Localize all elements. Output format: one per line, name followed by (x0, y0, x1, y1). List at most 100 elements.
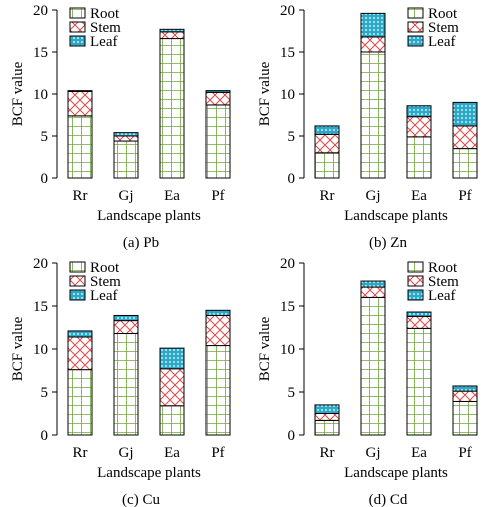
x-tick-label: Rr (73, 188, 88, 204)
bar-segment-stem (159, 31, 185, 40)
bar-segment-root (360, 296, 386, 436)
y-tick-label: 10 (33, 87, 48, 103)
y-tick-label: 10 (280, 342, 295, 358)
legend-swatch-stem (69, 21, 86, 33)
legend-swatch-root (407, 261, 424, 273)
bar-pf (205, 309, 231, 436)
y-tick-label: 20 (280, 3, 295, 19)
legend-swatch-root (407, 7, 424, 19)
bar-ea (159, 28, 185, 179)
bar-segment-stem (113, 320, 139, 335)
x-tick-label: Ea (411, 188, 427, 204)
legend-swatch-leaf (407, 35, 424, 47)
bar-pf (452, 101, 478, 179)
x-axis-title: Landscape plants (97, 465, 201, 481)
legend-label-stem: Stem (90, 20, 121, 36)
bar-segment-stem (205, 91, 231, 106)
bar-segment-leaf (452, 101, 478, 127)
bar-segment-root (113, 140, 139, 179)
bar-segment-root (113, 333, 139, 436)
legend-label-root: Root (90, 6, 120, 22)
bar-segment-root (314, 419, 340, 436)
legend-swatch-stem (69, 275, 86, 287)
bar-segment-root (406, 327, 432, 436)
panel-caption: (c) Cu (122, 492, 160, 507)
bar-pf (205, 90, 231, 179)
bar-segment-leaf (205, 309, 231, 316)
x-tick-label: Pf (458, 445, 471, 461)
bar-rr (314, 125, 340, 179)
y-axis-title: BCF value (10, 316, 26, 381)
legend-swatch-root (69, 261, 86, 273)
bar-segment-root (205, 104, 231, 179)
y-tick-label: 5 (41, 385, 49, 401)
y-tick-label: 5 (41, 129, 49, 145)
bar-segment-stem (314, 413, 340, 421)
bar-segment-stem (314, 133, 340, 154)
bar-rr (67, 90, 93, 179)
y-tick-label: 5 (288, 385, 296, 401)
bar-gj (360, 280, 386, 436)
bar-segment-leaf (452, 385, 478, 392)
bar-rr (67, 330, 93, 436)
x-axis-title: Landscape plants (344, 465, 448, 481)
bar-segment-root (67, 115, 93, 179)
y-tick-label: 5 (288, 129, 296, 145)
legend-label-stem: Stem (90, 274, 121, 290)
bar-segment-leaf (205, 90, 231, 93)
bar-segment-leaf (67, 90, 93, 92)
x-tick-label: Gj (366, 445, 381, 461)
y-axis-title: BCF value (257, 316, 273, 381)
bar-segment-leaf (113, 132, 139, 137)
x-tick-label: Ea (164, 188, 180, 204)
chart-panel-1: 0 5 10 15 20 BCF value Rr Gj Ea Pf Landscape plant… (10, 3, 231, 251)
chart-panel-2: 0 5 10 15 20 BCF value Rr Gj Ea Pf Landscape plant… (257, 3, 478, 251)
y-tick-label: 0 (288, 171, 296, 187)
legend-label-stem: Stem (428, 20, 459, 36)
x-tick-label: Gj (119, 445, 134, 461)
y-tick-label: 10 (280, 87, 295, 103)
y-tick-label: 10 (33, 342, 48, 358)
bar-segment-root (67, 369, 93, 436)
legend-label-leaf: Leaf (90, 288, 117, 304)
bar-segment-leaf (159, 347, 185, 370)
bar-segment-stem (452, 390, 478, 402)
bar-gj (360, 12, 386, 179)
bar-segment-stem (205, 314, 231, 347)
x-tick-label: Ea (164, 445, 180, 461)
bar-segment-stem (159, 368, 185, 407)
bar-segment-leaf (360, 280, 386, 288)
legend-swatch-root (69, 7, 86, 19)
bar-segment-stem (67, 336, 93, 371)
bar-segment-root (360, 51, 386, 179)
x-tick-label: Rr (320, 445, 335, 461)
x-tick-label: Ea (411, 445, 427, 461)
y-tick-label: 15 (33, 299, 48, 315)
x-tick-label: Pf (211, 445, 224, 461)
x-tick-label: Rr (320, 188, 335, 204)
panel-caption: (a) Pb (123, 235, 159, 251)
bar-segment-root (205, 345, 231, 436)
x-tick-label: Gj (119, 188, 134, 204)
bar-segment-stem (67, 90, 93, 117)
y-tick-label: 0 (288, 428, 296, 444)
bar-ea (406, 105, 432, 179)
bar-segment-leaf (314, 125, 340, 135)
y-tick-label: 20 (280, 256, 295, 272)
bar-segment-stem (360, 286, 386, 298)
bar-segment-stem (360, 36, 386, 53)
bar-segment-root (314, 152, 340, 179)
y-tick-label: 20 (33, 256, 48, 272)
y-tick-label: 15 (280, 45, 295, 61)
bar-segment-root (159, 405, 185, 436)
bar-rr (314, 404, 340, 436)
y-axis-title: BCF value (10, 61, 26, 126)
y-tick-label: 15 (280, 299, 295, 315)
legend-label-leaf: Leaf (428, 288, 455, 304)
bar-ea (159, 347, 185, 436)
legend-label-root: Root (90, 260, 120, 276)
